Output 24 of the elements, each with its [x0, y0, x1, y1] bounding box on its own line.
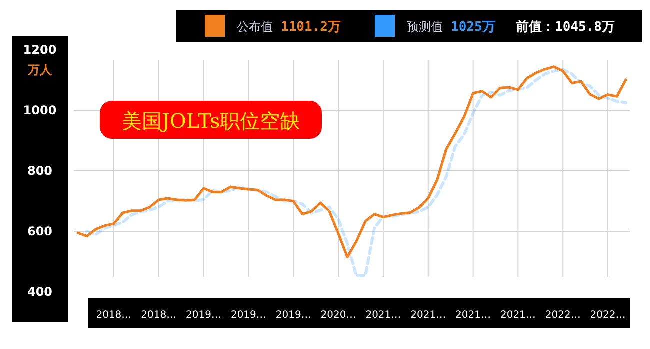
- y-tick-label: 600: [27, 224, 53, 238]
- legend-label: 公布值: [237, 20, 273, 34]
- x-tick-label: 2022…: [590, 310, 626, 321]
- x-tick-label: 2019…: [230, 310, 266, 321]
- y-axis-title: 万人: [27, 63, 53, 77]
- x-tick-label: 2018…: [96, 310, 132, 321]
- text: 前值：1045.8万: [515, 20, 615, 35]
- x-tick-label: 2020…: [320, 310, 356, 321]
- y-tick-label: 1000: [23, 104, 57, 118]
- y-tick-label: 800: [27, 164, 53, 178]
- x-tick-label: 2021…: [456, 310, 492, 321]
- legend-label: 预测值: [407, 20, 443, 34]
- x-tick-label: 2019…: [186, 310, 222, 321]
- x-tick-label: 2018…: [141, 310, 177, 321]
- text: 1025万: [451, 20, 496, 35]
- x-tick-label: 2022…: [545, 310, 581, 321]
- text: 美国JOLTs职位空缺: [122, 109, 300, 133]
- y-tick-label: 1200: [23, 43, 57, 57]
- x-tick-label: 2021…: [410, 310, 446, 321]
- x-tick-label: 2019…: [276, 310, 312, 321]
- text: 1101.2万: [281, 20, 341, 35]
- x-tick-label: 2021…: [366, 310, 402, 321]
- x-tick-label: 2021…: [500, 310, 536, 321]
- y-tick-label: 400: [27, 285, 53, 299]
